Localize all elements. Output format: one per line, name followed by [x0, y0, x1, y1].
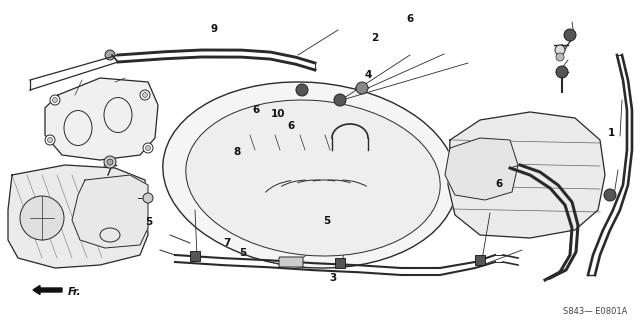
Polygon shape — [448, 112, 605, 238]
Circle shape — [143, 193, 153, 203]
Text: 1: 1 — [607, 128, 615, 138]
Text: 9: 9 — [211, 24, 218, 34]
Text: Fr.: Fr. — [68, 287, 82, 297]
Ellipse shape — [186, 100, 440, 256]
Circle shape — [104, 156, 116, 168]
Bar — [190, 251, 200, 261]
Circle shape — [555, 45, 565, 55]
Circle shape — [556, 53, 564, 61]
Polygon shape — [72, 175, 148, 248]
Circle shape — [145, 146, 150, 150]
Circle shape — [45, 135, 55, 145]
Text: 8: 8 — [233, 147, 241, 157]
Circle shape — [105, 50, 115, 60]
Text: 6: 6 — [406, 14, 413, 24]
Circle shape — [20, 196, 64, 240]
Polygon shape — [445, 138, 518, 200]
Text: S843— E0801A: S843— E0801A — [563, 308, 627, 316]
Text: 6: 6 — [495, 179, 503, 189]
Circle shape — [556, 66, 568, 78]
Circle shape — [334, 94, 346, 106]
Polygon shape — [8, 165, 148, 268]
Circle shape — [604, 189, 616, 201]
Circle shape — [564, 29, 576, 41]
Bar — [335, 258, 345, 268]
Circle shape — [47, 138, 52, 142]
Circle shape — [143, 143, 153, 153]
Text: 5: 5 — [323, 216, 330, 226]
Circle shape — [296, 84, 308, 96]
Text: 3: 3 — [329, 273, 337, 284]
Text: 2: 2 — [371, 33, 378, 44]
Text: 5: 5 — [145, 217, 152, 228]
Circle shape — [140, 90, 150, 100]
FancyBboxPatch shape — [279, 257, 303, 267]
Bar — [475, 255, 485, 265]
Ellipse shape — [163, 82, 457, 268]
Circle shape — [143, 92, 147, 98]
FancyArrow shape — [33, 285, 62, 294]
Polygon shape — [45, 78, 158, 160]
Circle shape — [52, 98, 58, 102]
Circle shape — [50, 95, 60, 105]
Text: 6: 6 — [287, 121, 295, 132]
Text: 7: 7 — [223, 238, 231, 248]
Text: 5: 5 — [239, 248, 247, 258]
Text: 10: 10 — [271, 108, 285, 119]
Text: 4: 4 — [364, 70, 372, 80]
Text: 6: 6 — [252, 105, 260, 116]
Circle shape — [356, 82, 368, 94]
Circle shape — [107, 159, 113, 165]
